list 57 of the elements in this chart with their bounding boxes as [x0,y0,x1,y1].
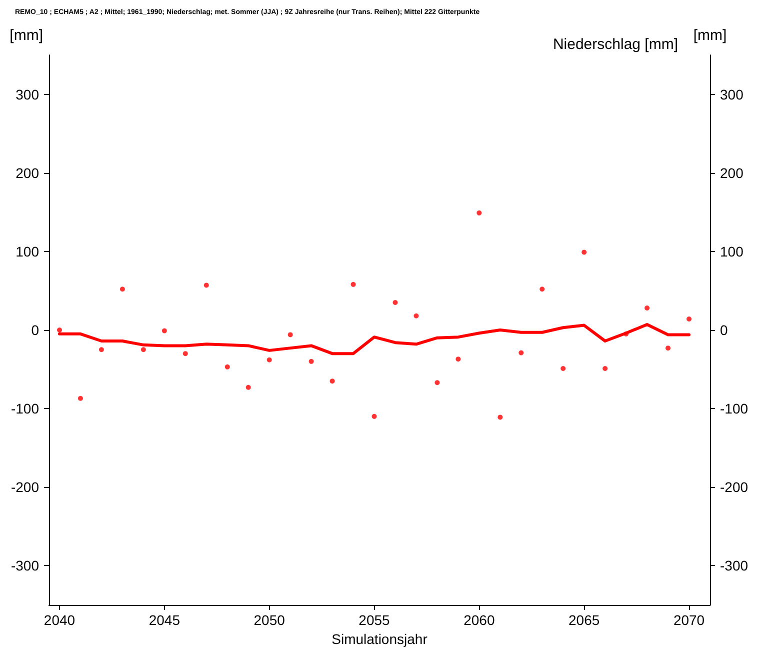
point [350,282,356,287]
y2-tick-label: 100 [720,243,744,260]
point [686,316,692,322]
point [78,396,83,401]
point [288,332,293,338]
y2-tick-label: 300 [720,86,744,102]
point [204,282,209,288]
point [224,364,230,370]
point [644,306,650,310]
y-tick-label: -200 [10,479,40,496]
point [540,286,545,292]
point [414,313,419,318]
point [666,346,671,351]
x-tick-label: 2050 [254,612,286,628]
point [372,414,377,419]
point [392,300,398,305]
y-tick-label: -100 [10,400,40,417]
y-tick-label: 300 [16,86,40,102]
point [120,286,125,292]
point [266,357,272,362]
point [308,358,314,364]
y2-tick-label: 0 [720,322,728,338]
point [456,356,461,362]
point [476,210,482,216]
x-tick-label: 2045 [148,612,180,628]
point [518,350,524,356]
x-tick-label: 2060 [464,612,495,628]
point [498,414,503,420]
point [624,331,629,336]
y2-tick-label: 200 [720,164,744,181]
y2-axis-title: [mm] [693,27,727,44]
point [140,347,146,352]
point [582,250,587,255]
x-tick-label: 2040 [44,612,76,628]
y2-tick-label: -200 [720,479,748,496]
x-tick-label: 2065 [568,612,600,628]
y-tick-label: 100 [16,243,40,260]
point [602,366,608,371]
point [182,351,188,356]
point [330,378,335,384]
x-axis-title: Simulationsjahr [332,630,428,647]
point [98,347,104,352]
y2-tick-label: -300 [720,558,748,574]
y-tick-label: 200 [16,164,40,181]
y-tick-label: 0 [31,322,40,338]
point [434,380,440,386]
y2-tick-label: -100 [720,400,748,417]
point [560,366,566,371]
x-tick-label: 2055 [358,612,390,628]
point [246,384,251,390]
chart-title: Niederschlag [mm] [552,36,678,53]
line-series [58,323,691,356]
point [162,328,167,334]
x-tick-label: 2070 [673,612,705,628]
point [56,328,62,332]
y-axis-title: [mm] [10,27,43,44]
y-tick-label: -300 [10,558,40,574]
